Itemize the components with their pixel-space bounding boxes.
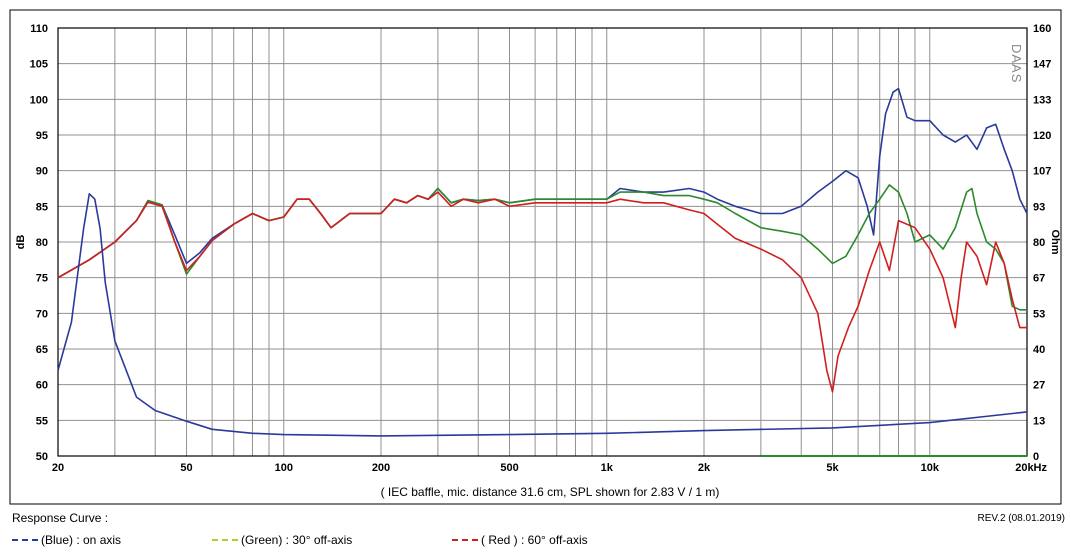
- y-tick-label-left: 65: [36, 344, 48, 356]
- y-tick-label-right: 80: [1033, 237, 1045, 249]
- legend-label-green: (Green) : 30° off-axis: [241, 533, 353, 547]
- y-axis-title-right: Ohm: [1049, 229, 1061, 254]
- plot-border: [57, 27, 1028, 457]
- legend-item-red: ( Red ) : 60° off-axis: [452, 533, 588, 547]
- legend: (Blue) : on axis (Green) : 30° off-axis …: [12, 533, 1062, 549]
- y-tick-label-left: 70: [36, 308, 48, 320]
- y-tick-label-left: 85: [36, 201, 48, 213]
- legend-title: Response Curve :: [12, 511, 109, 525]
- x-tick-labels: 20 50 100 200 500 1k 2k 5k 10k 20kHz: [52, 462, 1048, 474]
- x-tick-label: 10k: [921, 462, 940, 474]
- legend-swatch-blue: [12, 538, 38, 541]
- y-tick-label-left: 50: [36, 451, 48, 463]
- y-tick-label-right: 27: [1033, 380, 1045, 392]
- y-tick-label-left: 80: [36, 237, 48, 249]
- x-tick-label: 20: [52, 462, 64, 474]
- x-tick-label: 200: [372, 462, 390, 474]
- x-tick-label: 2k: [698, 462, 711, 474]
- y-tick-label-left: 100: [30, 94, 48, 106]
- y-tick-labels-right: 0 13 27 40 53 67 80 93 107 120 133 147 160: [1033, 23, 1051, 463]
- y-tick-label-right: 40: [1033, 344, 1045, 356]
- legend-item-green: (Green) : 30° off-axis: [212, 533, 352, 547]
- y-tick-label-left: 110: [30, 23, 48, 35]
- y-tick-label-left: 90: [36, 166, 48, 178]
- y-tick-label-right: 67: [1033, 273, 1045, 285]
- y-tick-label-right: 53: [1033, 308, 1045, 320]
- y-tick-label-left: 75: [36, 273, 48, 285]
- x-tick-label: 50: [180, 462, 192, 474]
- y-tick-label-right: 120: [1033, 130, 1051, 142]
- x-tick-label: 5k: [826, 462, 839, 474]
- legend-item-blue: (Blue) : on axis: [12, 533, 121, 547]
- y-tick-labels-left: 50 55 60 65 70 75 80 85 90 95 100 105 110: [30, 23, 48, 463]
- y-tick-label-right: 107: [1033, 166, 1051, 178]
- series-line-3: [57, 193, 1028, 437]
- legend-label-red: ( Red ) : 60° off-axis: [481, 533, 588, 547]
- y-tick-label-right: 147: [1033, 59, 1051, 71]
- y-tick-label-left: 60: [36, 380, 48, 392]
- x-tick-label: 20kHz: [1015, 462, 1047, 474]
- y-tick-label-right: 93: [1033, 201, 1045, 213]
- grid: [58, 28, 1027, 456]
- legend-label-blue: (Blue) : on axis: [41, 533, 122, 547]
- daas-watermark: DAAS: [1009, 44, 1024, 83]
- x-tick-label: 1k: [601, 462, 614, 474]
- series-lines: [57, 87, 1028, 457]
- x-tick-label: 100: [275, 462, 293, 474]
- x-tick-label: 500: [500, 462, 518, 474]
- y-tick-label-right: 0: [1033, 451, 1039, 463]
- y-tick-label-right: 13: [1033, 415, 1045, 427]
- series-line-2: [57, 191, 1027, 393]
- legend-swatch-green: [212, 538, 238, 541]
- y-tick-label-left: 55: [36, 415, 48, 427]
- revision-label: REV.2 (08.01.2019): [977, 513, 1065, 524]
- y-tick-label-left: 95: [36, 130, 48, 142]
- legend-swatch-red: [452, 538, 478, 541]
- y-tick-label-right: 133: [1033, 94, 1051, 106]
- chart-caption: ( IEC baffle, mic. distance 31.6 cm, SPL…: [381, 485, 720, 499]
- y-axis-title-left: dB: [15, 235, 27, 250]
- y-tick-label-right: 160: [1033, 23, 1051, 35]
- y-tick-label-left: 105: [30, 59, 48, 71]
